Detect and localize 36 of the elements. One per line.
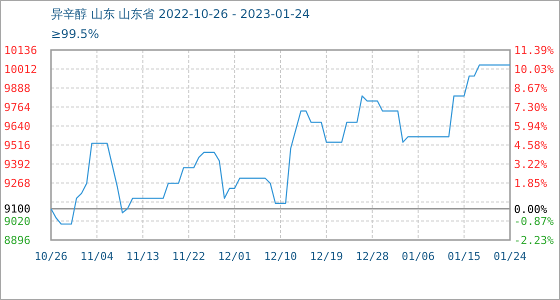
- x-tick-label: 12/19: [310, 250, 343, 263]
- y2-tick-label: 8.67%: [514, 82, 548, 95]
- x-tick-label: 11/04: [80, 250, 114, 263]
- y2-tick-label: 4.58%: [514, 139, 548, 152]
- y2-tick-label: -0.87%: [514, 215, 554, 228]
- chart-title: 异辛醇 山东 山东省 2022-10-26 - 2023-01-24: [51, 7, 310, 21]
- y-tick-label: 10012: [4, 63, 38, 76]
- y2-tick-label: -2.23%: [514, 234, 554, 247]
- y-tick-label: 9640: [4, 120, 30, 133]
- x-tick-label: 12/28: [356, 250, 389, 263]
- y-tick-label: 9020: [4, 215, 30, 228]
- x-tick-label: 10/26: [34, 250, 68, 263]
- line-series: [50, 64, 511, 225]
- y2-tick-label: 3.22%: [514, 158, 548, 171]
- x-tick-label: 11/13: [126, 250, 160, 263]
- y-tick-label: 9516: [4, 139, 30, 152]
- y-tick-label: 10136: [4, 44, 38, 57]
- x-tick-label: 01/15: [448, 250, 481, 263]
- y-tick-label: 9888: [4, 82, 30, 95]
- y2-tick-label: 1.85%: [514, 177, 548, 190]
- y2-tick-label: 10.03%: [514, 62, 554, 76]
- chart-subtitle: ≥99.5%: [51, 27, 100, 41]
- y-tick-label: 9100: [4, 202, 30, 216]
- x-tick-label: 01/06: [402, 250, 435, 263]
- x-tick-label: 12/10: [264, 250, 298, 263]
- x-tick-label: 01/24: [493, 250, 527, 263]
- y-tick-label: 9268: [4, 177, 30, 190]
- y-tick-label: 9764: [4, 101, 31, 114]
- y2-tick-label: 11.39%: [514, 44, 554, 57]
- y2-tick-label: 0.00%: [514, 202, 548, 216]
- y2-tick-label: 7.30%: [514, 101, 548, 114]
- x-tick-label: 12/01: [218, 250, 252, 263]
- x-tick-label: 11/22: [172, 250, 206, 263]
- y2-tick-label: 5.94%: [514, 120, 548, 134]
- y-tick-label: 9392: [4, 158, 30, 171]
- y-tick-label: 8896: [4, 234, 30, 247]
